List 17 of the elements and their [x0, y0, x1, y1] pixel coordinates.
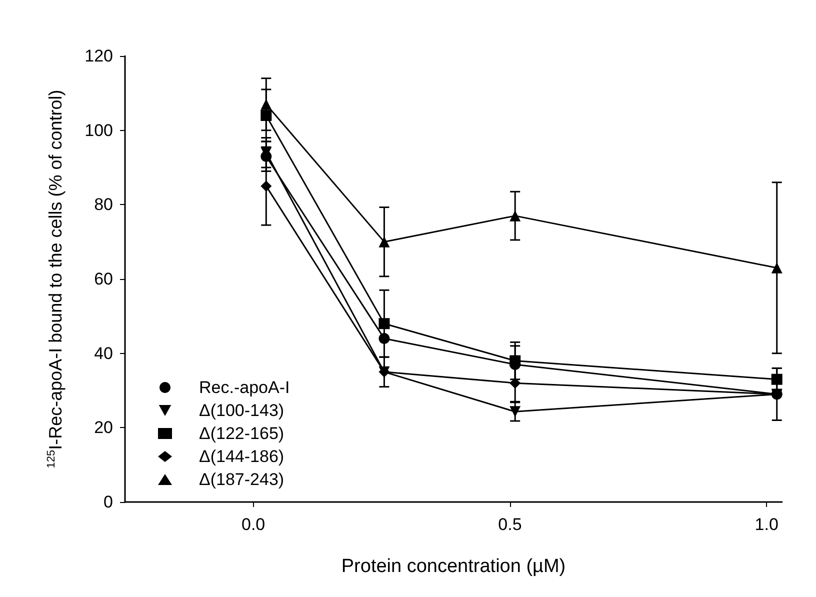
legend-label: Δ(144-186) [199, 447, 284, 466]
y-axis-title: 125I-Rec-apoA-I bound to the cells (% of control) [46, 90, 66, 468]
legend-label: Rec.-apoA-I [199, 378, 290, 397]
x-axis-title: Protein concentration (µM) [341, 556, 566, 577]
legend-label: Δ(100-143) [199, 401, 284, 420]
y-tick-label: 100 [84, 120, 113, 140]
y-tick-label: 120 [84, 46, 113, 66]
legend-label: Δ(122-165) [199, 424, 284, 443]
y-tick-label: 0 [104, 492, 113, 512]
x-tick-label: 0.5 [498, 515, 522, 534]
y-tick-label: 20 [94, 418, 113, 438]
y-tick-label: 80 [94, 195, 113, 214]
x-tick-label: 0.0 [242, 515, 266, 534]
x-tick-label: 1.0 [754, 515, 778, 534]
legend-label: Δ(187-243) [199, 470, 284, 489]
y-tick-label: 40 [94, 344, 113, 363]
y-tick-label: 60 [94, 270, 113, 288]
